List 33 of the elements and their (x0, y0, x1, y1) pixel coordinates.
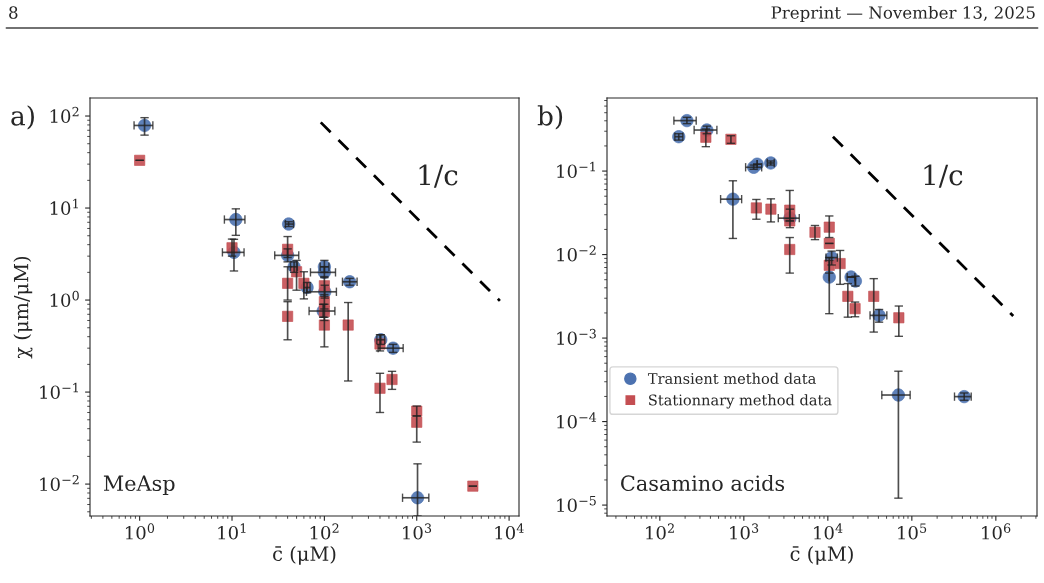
x-tick-label: 10$^{3}$ (403, 523, 432, 540)
text: Preprint — November 13, 2025 (771, 5, 1035, 23)
x-axis-title: c̄ (μM) (273, 545, 336, 565)
y-tick-label: 10$^{0}$ (50, 290, 79, 308)
text: 8 (9, 6, 18, 19)
x-tick-label: 10$^{3}$ (730, 523, 759, 540)
annotation: MeAsp (103, 475, 175, 496)
annotation: 1/c (419, 164, 458, 188)
x-tick-label: 10$^{0}$ (125, 523, 155, 540)
y-tick-label: 10$^{−1}$ (557, 161, 595, 179)
y-tick-label: 10$^{−1}$ (40, 382, 78, 400)
text: b) (537, 105, 563, 130)
x-tick-label: 10$^{5}$ (898, 523, 927, 540)
x-axis-title: c̄ (μM) (790, 545, 853, 565)
x-tick-label: 10$^{6}$ (982, 523, 1011, 540)
y-tick-label: 10$^{−2}$ (40, 474, 79, 492)
x-tick-label: 10$^{2}$ (646, 523, 674, 540)
x-tick-label: 10$^{1}$ (218, 523, 246, 540)
y-tick-label: 10$^{2}$ (50, 106, 79, 124)
y-tick-label: 10$^{−2}$ (557, 245, 596, 262)
x-tick-label: 10$^{2}$ (310, 523, 339, 540)
legend-label: Stationnary method data (649, 394, 832, 409)
y-tick-label: 10$^{1}$ (50, 198, 78, 216)
text: a) (11, 105, 34, 130)
y-tick-label: 10$^{−3}$ (557, 328, 596, 346)
y-axis-title: χ (μm/μM) (13, 256, 33, 359)
x-tick-label: 10$^{4}$ (495, 523, 524, 540)
x-tick-label: 10$^{4}$ (814, 523, 843, 540)
y-tick-label: 10$^{−4}$ (557, 412, 597, 429)
legend-label: Transient method data (647, 372, 816, 385)
annotation: Casamino acids (621, 474, 785, 492)
annotation: 1/c (924, 164, 963, 188)
y-tick-label: 10$^{−5}$ (557, 496, 596, 513)
